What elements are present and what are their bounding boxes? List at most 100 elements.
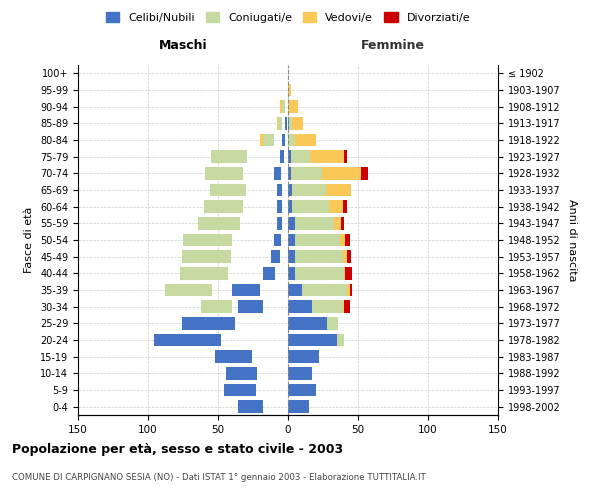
- Bar: [295, 234, 340, 246]
- Bar: [327, 317, 338, 330]
- Bar: [337, 334, 344, 346]
- Bar: [238, 300, 263, 313]
- Bar: [291, 150, 310, 163]
- Bar: [285, 117, 287, 130]
- Bar: [232, 284, 260, 296]
- Bar: [212, 334, 214, 346]
- Bar: [288, 150, 291, 163]
- Bar: [182, 317, 235, 330]
- Bar: [277, 200, 283, 213]
- Bar: [340, 234, 346, 246]
- Bar: [235, 217, 238, 230]
- Bar: [183, 234, 232, 246]
- Bar: [224, 384, 256, 396]
- Bar: [346, 234, 350, 246]
- Bar: [288, 134, 295, 146]
- Bar: [199, 217, 241, 230]
- Bar: [280, 100, 281, 113]
- Bar: [228, 250, 229, 263]
- Bar: [288, 267, 295, 280]
- Bar: [289, 117, 292, 130]
- Bar: [288, 300, 312, 313]
- Bar: [263, 267, 275, 280]
- Bar: [288, 350, 319, 363]
- Bar: [346, 267, 352, 280]
- Bar: [312, 300, 343, 313]
- Bar: [329, 200, 343, 213]
- Bar: [241, 184, 242, 196]
- Bar: [205, 167, 243, 179]
- Bar: [292, 184, 326, 196]
- Bar: [288, 384, 316, 396]
- Bar: [310, 150, 344, 163]
- Bar: [283, 100, 285, 113]
- Bar: [292, 200, 329, 213]
- Bar: [350, 284, 352, 296]
- Bar: [280, 100, 283, 113]
- Bar: [288, 100, 289, 113]
- Bar: [326, 184, 351, 196]
- Bar: [295, 267, 344, 280]
- Bar: [277, 217, 283, 230]
- Bar: [347, 284, 350, 296]
- Bar: [278, 117, 283, 130]
- Bar: [271, 250, 280, 263]
- Bar: [344, 300, 350, 313]
- Bar: [209, 334, 215, 346]
- Bar: [347, 250, 351, 263]
- Bar: [288, 84, 291, 96]
- Text: Popolazione per età, sesso e stato civile - 2003: Popolazione per età, sesso e stato civil…: [12, 442, 343, 456]
- Bar: [343, 300, 344, 313]
- Bar: [288, 217, 295, 230]
- Bar: [295, 250, 343, 263]
- Bar: [280, 150, 284, 163]
- Bar: [274, 234, 281, 246]
- Bar: [295, 134, 316, 146]
- Bar: [180, 267, 228, 280]
- Text: Maschi: Maschi: [158, 38, 208, 52]
- Bar: [288, 400, 309, 413]
- Bar: [343, 250, 347, 263]
- Bar: [302, 284, 347, 296]
- Bar: [334, 217, 341, 230]
- Bar: [225, 150, 236, 163]
- Bar: [226, 234, 229, 246]
- Bar: [274, 167, 281, 179]
- Bar: [165, 284, 212, 296]
- Bar: [277, 184, 283, 196]
- Bar: [344, 150, 347, 163]
- Bar: [361, 167, 368, 179]
- Bar: [288, 200, 292, 213]
- Bar: [229, 200, 235, 213]
- Bar: [238, 400, 263, 413]
- Bar: [182, 250, 230, 263]
- Y-axis label: Fasce di età: Fasce di età: [25, 207, 34, 273]
- Bar: [238, 200, 241, 213]
- Bar: [344, 267, 346, 280]
- Bar: [215, 350, 251, 363]
- Bar: [288, 317, 327, 330]
- Bar: [226, 300, 229, 313]
- Bar: [204, 200, 243, 213]
- Bar: [277, 117, 280, 130]
- Bar: [215, 317, 218, 330]
- Bar: [291, 167, 322, 179]
- Bar: [263, 134, 274, 146]
- Bar: [211, 150, 247, 163]
- Bar: [343, 200, 347, 213]
- Y-axis label: Anni di nascita: Anni di nascita: [567, 198, 577, 281]
- Legend: Celibi/Nubili, Coniugati/e, Vedovi/e, Divorziati/e: Celibi/Nubili, Coniugati/e, Vedovi/e, Di…: [101, 8, 475, 28]
- Bar: [209, 184, 246, 196]
- Bar: [288, 117, 289, 130]
- Text: COMUNE DI CARPIGNANO SESIA (NO) - Dati ISTAT 1° gennaio 2003 - Elaborazione TUTT: COMUNE DI CARPIGNANO SESIA (NO) - Dati I…: [12, 472, 426, 482]
- Bar: [214, 267, 221, 280]
- Bar: [289, 100, 298, 113]
- Bar: [288, 234, 295, 246]
- Bar: [295, 217, 334, 230]
- Bar: [226, 367, 257, 380]
- Bar: [322, 167, 361, 179]
- Text: Femmine: Femmine: [361, 38, 425, 52]
- Bar: [288, 250, 295, 263]
- Bar: [201, 300, 232, 313]
- Bar: [204, 284, 208, 296]
